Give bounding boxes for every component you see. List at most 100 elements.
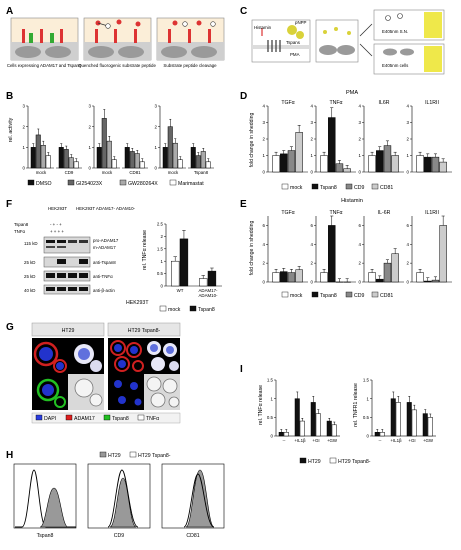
bar [278, 432, 284, 437]
mw-40: 40 kD [24, 288, 35, 293]
y-tick-label: 2 [359, 261, 362, 266]
y-tick-label: 6 [359, 223, 362, 228]
bar [299, 420, 305, 437]
panel-f-blot: HEK293T HEK293T ADAM17- ADAM10- Tspan8 T… [14, 206, 136, 295]
histogram-cd81: CD81 [161, 463, 225, 539]
y-tick-label: 2 [407, 261, 410, 266]
x-tick-label: -- [379, 438, 382, 443]
bar [111, 159, 117, 169]
bar [376, 150, 384, 173]
b-legend-gw: GW280264X [128, 181, 158, 187]
d-legend-cd9: CD9 [354, 185, 364, 191]
bar [416, 155, 424, 173]
f-legend-swatch-mock [159, 305, 167, 312]
bar [391, 155, 399, 173]
e-legend-tspan8: Tspan8 [320, 293, 337, 299]
h-legend-ht29: HT29 [108, 453, 121, 459]
panel-f-chart: rel. TNFα release 0 0.5 1 1.5 2 2.5 WT ADAM17-A… [126, 222, 222, 313]
bar [376, 278, 384, 283]
i-legend-swatch-ht29 [299, 457, 307, 464]
g-legend-swatch-dapi [35, 414, 43, 421]
panel-c-schematic: pNPP Histamin PMA Tspans E405nm S.N. E40… [251, 9, 445, 75]
bar [439, 225, 447, 283]
d-legend-swatch-cd9 [345, 183, 353, 190]
schematic-box-3 [156, 17, 225, 61]
y-tick-label: 1 [407, 153, 410, 158]
g-legend-swatch-tspan8 [103, 414, 111, 421]
x-tick-label: +GI [408, 438, 415, 443]
y-tick-label: 2 [311, 137, 314, 142]
b-legend-mari: Marimastat [178, 181, 204, 187]
category-title: IL1RII [425, 210, 439, 216]
x-tick-label: +IL1β [390, 438, 402, 443]
y-tick-label: 1 [23, 145, 26, 150]
bar [295, 269, 303, 283]
y-tick-label: 2 [89, 124, 92, 129]
bar [124, 147, 130, 169]
mw-25b: 25 kD [24, 274, 35, 279]
panel-b: rel. activity 0 1 2 3 mock CD9 0 1 2 3 mock CD81 0 1 2… [8, 104, 214, 187]
bar [422, 413, 428, 437]
schematic-caption-1: Cells expressing ADAM17 and Tspans [7, 63, 82, 68]
y-tick-label: 0 [367, 434, 370, 439]
b-legend-swatch-mari [169, 179, 177, 186]
bar [383, 262, 392, 283]
y-tick-label: 2 [263, 261, 266, 266]
category-title: TGFα [281, 100, 294, 106]
y-tick-label: 0 [155, 166, 158, 171]
label-pnpp: pNPP [295, 20, 307, 25]
i-plot-right: 0 0.5 1 1.5 -- +IL1β +GI +GW [363, 378, 436, 443]
y-tick-label: 2 [23, 124, 26, 129]
bar [30, 147, 36, 169]
panel-letter-h: H [6, 450, 13, 461]
panel-letter-b: B [6, 91, 13, 102]
y-tick-label: 6 [311, 223, 314, 228]
b-legend-swatch-gi [67, 179, 75, 186]
panel-i: rel. TNFα release rel. TNFR1 release 0 0.… [258, 378, 436, 465]
bar [416, 272, 424, 283]
bar [431, 156, 440, 173]
y-tick-label: 3 [263, 120, 266, 125]
y-tick-label: 1 [271, 396, 274, 401]
y-tick-label: 0 [407, 280, 410, 285]
label-m-adam17: m-ADAM17 [93, 245, 116, 250]
e-legend-swatch-tspan8 [311, 291, 319, 298]
e-title: Histamin [341, 198, 363, 204]
bar [390, 398, 396, 437]
y-tick-label: 3 [407, 120, 410, 125]
i-plot-left: 0 0.5 1 1.5 -- +IL1β +GI +GW [267, 378, 340, 443]
bar [207, 270, 217, 287]
x-tick-label: mock [168, 170, 179, 175]
bar [106, 140, 112, 169]
b-ylabel: rel. activity [8, 117, 14, 142]
h-legend: HT29 HT29 Tspan8- [99, 451, 171, 459]
bar [40, 145, 46, 169]
label-pro-adam17: pro-ADAM17 [93, 238, 119, 243]
h-xlabel-tspan8: Tspan8 [37, 533, 54, 539]
bar [374, 432, 380, 437]
d-legend: mock Tspan8 CD9 CD81 [281, 183, 393, 191]
y-tick-label: 3 [359, 120, 362, 125]
bar [424, 156, 432, 173]
bar [190, 147, 196, 169]
y-tick-label: 4 [359, 104, 362, 109]
bar [406, 402, 412, 437]
bar [328, 117, 336, 173]
x-tick-label: ADAM17- [198, 288, 218, 293]
bar [320, 272, 328, 283]
bar [331, 424, 337, 437]
bar [368, 272, 376, 283]
g-header-ko: HT29 Tspan8- [128, 328, 161, 334]
y-tick-label: 0 [407, 170, 410, 175]
panel-letter-g: G [6, 322, 14, 333]
bar [179, 238, 189, 287]
bar [383, 145, 392, 173]
panel-letter-a: A [6, 6, 13, 17]
schematic-box-1 [10, 17, 79, 61]
x-tick-label: CD81 [129, 170, 141, 175]
blot-row-tspan8: Tspan8 [14, 222, 29, 227]
y-tick-label: 0.5 [157, 271, 164, 276]
bar [424, 280, 432, 283]
